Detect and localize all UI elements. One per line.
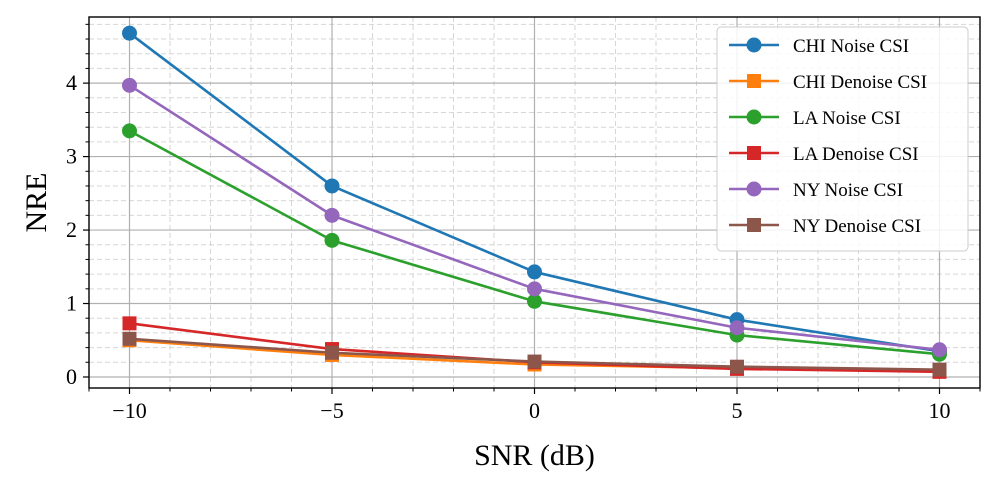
legend-swatch-marker [747,218,761,232]
series-point [527,264,542,280]
series-point [324,232,340,248]
series-point [527,281,542,297]
series-layer [122,25,947,379]
series-point [730,359,744,374]
legend-label: CHI Noise CSI [793,36,909,57]
legend-swatch-marker [746,181,762,197]
series-point [325,345,339,360]
legend-box [716,26,969,252]
series-point [122,77,137,93]
y-tick-label: 2 [66,217,77,242]
y-tick-label: 3 [66,144,77,169]
legend-swatch-marker [746,37,762,53]
legend-label: LA Denoise CSI [793,144,919,165]
x-tick-label: −5 [320,398,343,423]
legend-label: CHI Denoise CSI [793,72,927,93]
series-4 [122,77,947,358]
legend: CHI Noise CSI CHI Denoise CSI LA Noise CSI… [716,26,969,252]
legend-label: NY Denoise CSI [793,216,921,237]
series-point [122,123,137,139]
x-tick-label: 10 [929,398,951,423]
series-point [527,293,542,309]
x-tick-label: 5 [732,398,743,423]
legend-label: LA Noise CSI [793,108,901,129]
legend-label: NY Noise CSI [793,180,903,201]
x-axis-title: SNR (dB) [474,439,595,472]
x-tick-label: −10 [112,398,146,423]
series-point [122,331,137,346]
series-point [324,178,340,194]
y-axis-title: NRE [20,173,53,233]
legend-swatch-marker [747,74,761,88]
series-5 [122,331,947,377]
minor-grid [88,17,981,388]
series-point [122,316,137,331]
x-tick-label: 0 [529,398,540,423]
series-point [729,320,745,336]
series-point [122,25,137,41]
legend-swatch-marker [747,146,761,160]
y-tick-label: 4 [66,70,77,95]
y-tick-label: 1 [66,291,77,316]
series-point [324,207,340,223]
series-point [932,342,947,358]
legend-swatch-marker [746,109,762,125]
axis-ticks: −10 −5 0 5 10 0 1 2 3 4 [66,23,981,423]
series-point [932,362,947,377]
series-point [527,354,542,369]
y-tick-label: 0 [66,364,77,389]
